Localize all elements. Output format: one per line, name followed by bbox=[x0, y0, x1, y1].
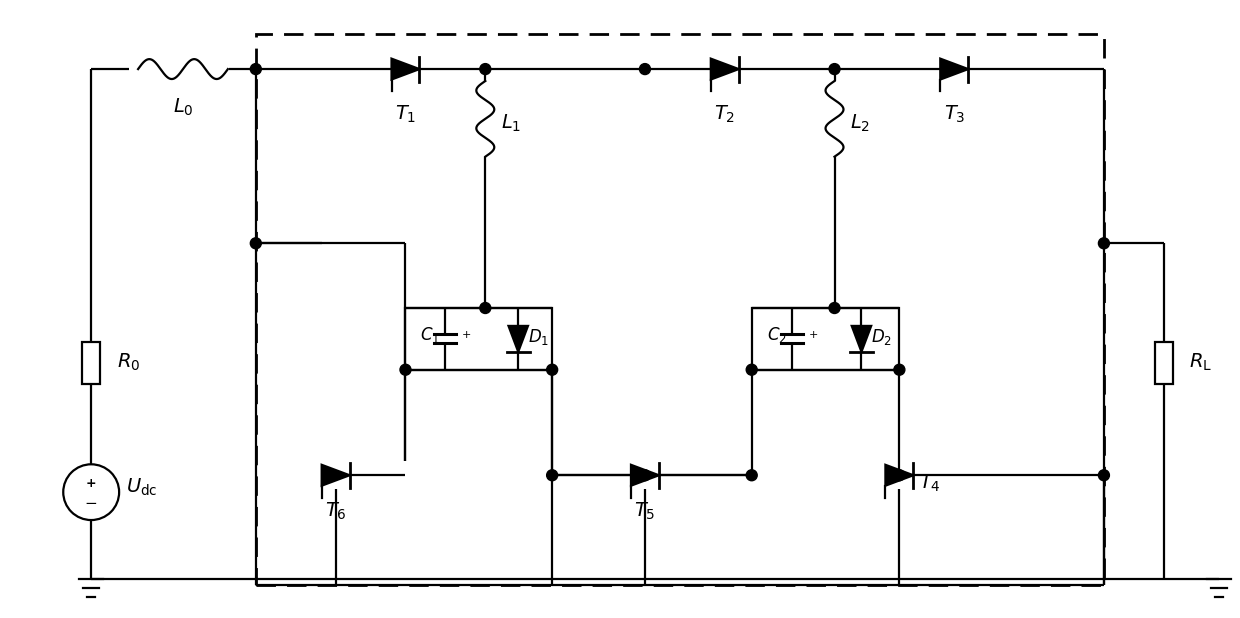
Circle shape bbox=[1099, 470, 1110, 481]
Bar bbox=[405, 308, 552, 370]
Text: $D_2$: $D_2$ bbox=[872, 327, 893, 347]
Text: +: + bbox=[86, 476, 97, 489]
Text: $L_1$: $L_1$ bbox=[501, 113, 522, 135]
Circle shape bbox=[830, 64, 839, 75]
Circle shape bbox=[480, 64, 491, 75]
Bar bbox=[751, 308, 899, 370]
Text: −: − bbox=[84, 496, 98, 510]
Circle shape bbox=[1099, 238, 1110, 249]
Polygon shape bbox=[508, 326, 528, 352]
Circle shape bbox=[894, 470, 905, 481]
Circle shape bbox=[480, 303, 491, 313]
Polygon shape bbox=[852, 326, 872, 352]
Circle shape bbox=[746, 470, 758, 481]
Circle shape bbox=[894, 364, 905, 375]
Text: $C_2$: $C_2$ bbox=[766, 325, 786, 345]
Text: $R_0$: $R_0$ bbox=[117, 352, 140, 373]
Text: $R_{\rm L}$: $R_{\rm L}$ bbox=[1189, 352, 1211, 373]
Circle shape bbox=[830, 303, 839, 313]
Text: $T_1$: $T_1$ bbox=[394, 104, 417, 125]
Circle shape bbox=[250, 64, 262, 75]
Text: $U_{\rm dc}$: $U_{\rm dc}$ bbox=[126, 476, 157, 498]
Text: $+$: $+$ bbox=[807, 329, 817, 341]
Polygon shape bbox=[940, 59, 968, 80]
Text: $T_4$: $T_4$ bbox=[919, 473, 941, 494]
Circle shape bbox=[746, 364, 758, 375]
Text: $T_3$: $T_3$ bbox=[944, 104, 965, 125]
Text: $+$: $+$ bbox=[461, 329, 471, 341]
Polygon shape bbox=[711, 59, 739, 80]
Circle shape bbox=[640, 64, 651, 75]
Text: $T_2$: $T_2$ bbox=[714, 104, 735, 125]
Text: $D_1$: $D_1$ bbox=[528, 327, 549, 347]
Polygon shape bbox=[885, 465, 914, 486]
Text: $L_0$: $L_0$ bbox=[172, 97, 193, 118]
Text: $L_2$: $L_2$ bbox=[851, 113, 870, 135]
Text: $T_5$: $T_5$ bbox=[634, 501, 656, 522]
Bar bbox=[82, 342, 100, 384]
Polygon shape bbox=[321, 465, 350, 486]
Polygon shape bbox=[392, 59, 419, 80]
Circle shape bbox=[401, 364, 410, 375]
Text: $C_1$: $C_1$ bbox=[420, 325, 440, 345]
Circle shape bbox=[640, 470, 651, 481]
Circle shape bbox=[547, 470, 558, 481]
Bar bbox=[1154, 342, 1173, 384]
Circle shape bbox=[250, 238, 262, 249]
Polygon shape bbox=[631, 465, 658, 486]
Circle shape bbox=[547, 364, 558, 375]
Text: $T_6$: $T_6$ bbox=[325, 501, 346, 522]
